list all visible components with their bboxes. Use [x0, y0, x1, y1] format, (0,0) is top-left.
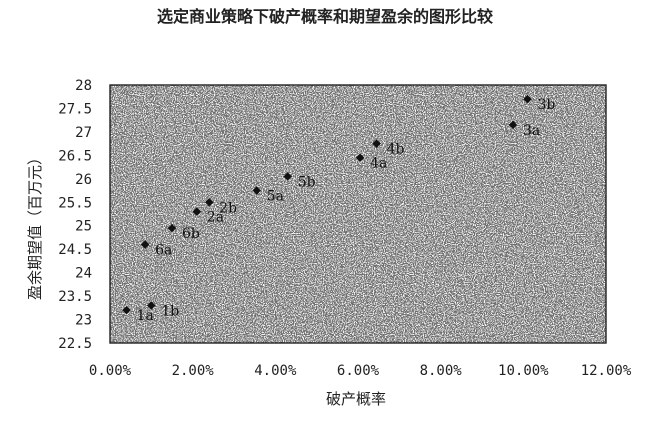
y-tick-label: 28: [75, 78, 92, 94]
data-point-marker: [147, 301, 156, 310]
data-point-marker: [508, 120, 518, 130]
data-point-label: 6b: [182, 226, 200, 242]
x-tick-label: 12.00%: [581, 363, 632, 379]
y-tick-label: 25: [75, 219, 92, 235]
y-tick-label: 24.5: [58, 242, 92, 258]
plot-area-frame: [109, 84, 607, 344]
data-point-marker: [205, 198, 214, 207]
data-point-marker: [192, 207, 201, 216]
data-point-marker: [252, 186, 261, 195]
x-tick-label: 8.00%: [420, 363, 463, 379]
data-point-marker: [523, 94, 532, 104]
data-point-label: 3a: [523, 123, 540, 139]
y-tick-label: 23.5: [58, 289, 92, 305]
chart-title: 选定商业策略下破产概率和期望盈余的图形比较: [157, 7, 493, 26]
y-tick-label: 22.5: [58, 336, 92, 352]
y-tick-label: 27.5: [58, 101, 92, 117]
y-tick-label: 26.5: [58, 148, 92, 164]
x-tick-label: 4.00%: [254, 363, 297, 379]
x-tick-label: 2.00%: [172, 363, 215, 379]
y-tick-label: 27: [75, 125, 92, 141]
data-point-marker: [167, 223, 177, 233]
data-point-marker: [355, 153, 365, 162]
y-tick-label: 24: [75, 266, 92, 282]
data-point-label: 1a: [137, 308, 154, 324]
x-tick-label: 0.00%: [89, 363, 132, 379]
data-point-marker: [372, 139, 381, 148]
x-axis-ticks: 0.00% 2.00% 4.00% 6.00% 8.00% 10.00% 12.00%: [89, 363, 632, 379]
y-axis-ticks: 22.5 23 23.5 24 24.5 25 25.5 26 26.5 27 27.5 28: [58, 78, 92, 352]
data-point-marker: [283, 172, 292, 181]
data-point-marker: [140, 240, 150, 249]
y-tick-label: 23: [75, 313, 92, 329]
x-tick-label: 10.00%: [498, 363, 549, 379]
data-point-label: 4b: [387, 142, 405, 158]
x-tick-label: 6.00%: [337, 363, 380, 379]
data-point-label: 5a: [267, 189, 284, 205]
data-point-label: 6a: [155, 242, 172, 258]
data-point-label: 2b: [219, 200, 237, 216]
y-tick-label: 25.5: [58, 195, 92, 211]
y-tick-label: 26: [75, 172, 92, 188]
data-point-label: 3b: [537, 97, 555, 113]
data-point-label: 5b: [298, 174, 316, 190]
data-point-marker: [122, 305, 131, 315]
plot-area-speckle: [110, 85, 606, 343]
x-axis-label: 破产概率: [326, 390, 386, 408]
y-axis-label: 盈余期望值（百万元）: [26, 150, 44, 300]
data-point-label: 2a: [207, 210, 224, 226]
data-point-label: 1b: [161, 303, 179, 319]
data-point-label: 4a: [370, 156, 387, 172]
